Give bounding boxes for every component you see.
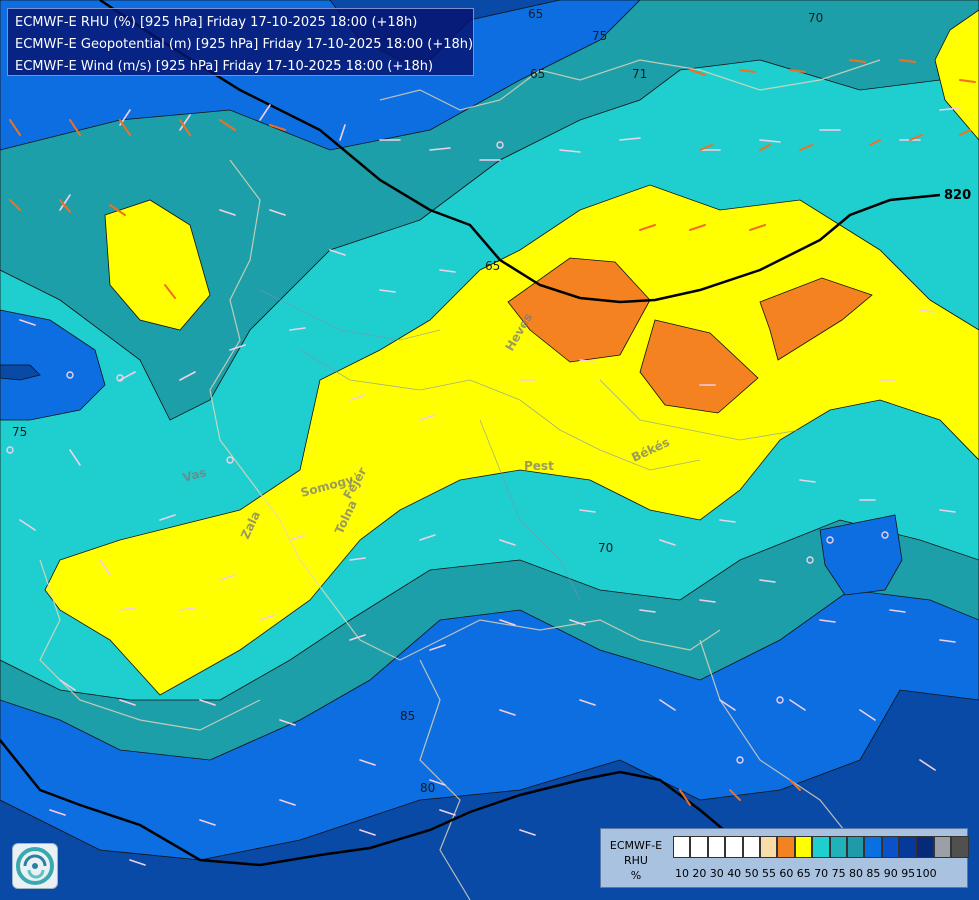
legend-tick-label: 10 [675, 867, 689, 880]
contour-label: 70 [808, 11, 823, 25]
geopotential-title: ECMWF-E Geopotential (m) [925 hPa] Frida… [15, 37, 474, 52]
legend-tick-label: 20 [692, 867, 707, 880]
legend-swatch [951, 836, 969, 858]
legend-tick-label: 85 [866, 867, 881, 880]
contour-label: 75 [12, 425, 27, 439]
rivers [259, 289, 801, 601]
ecmwf-swirl-logo-icon [12, 843, 58, 889]
logo-swirl-icon [16, 847, 54, 885]
field-65-corner [934, 9, 979, 141]
legend-swatch [916, 836, 934, 858]
color-legend: ECMWF-E RHU % 10 20 30 40 50 55 60 65 70 75 80 85 90… [600, 828, 969, 888]
legend-swatch [690, 836, 708, 858]
legend-tick-label: 60 [779, 867, 794, 880]
legend-tick-label: 90 [883, 867, 898, 880]
field-60-a [507, 257, 651, 363]
contour-label: 65 [530, 67, 545, 81]
legend-swatch [881, 836, 900, 858]
legend-tick-label: 95 [901, 867, 916, 880]
field-60-c [759, 277, 873, 361]
legend-swatch [794, 836, 813, 858]
contour-label: 80 [420, 781, 435, 795]
county-label: Pest [524, 459, 554, 473]
legend-tick-label: 50 [744, 867, 759, 880]
legend-swatch [777, 836, 795, 858]
wind-title: ECMWF-E Wind (m/s) [925 hPa] Friday 17-1… [15, 59, 434, 74]
field-65-left [104, 199, 211, 331]
legend-swatch [829, 836, 847, 858]
geopotential-line-820 [99, 0, 941, 304]
legend-swatch [864, 836, 882, 858]
map-info-header: ECMWF-E RHU (%) [925 hPa] Friday 17-10-2… [7, 8, 474, 76]
legend-swatch [899, 836, 917, 858]
legend-tick-label: 70 [814, 867, 829, 880]
legend-tick-label: 65 [796, 867, 811, 880]
contour-label: 71 [632, 67, 647, 81]
geopotential-line-low [0, 739, 731, 867]
wind-barbs-orange [9, 59, 976, 806]
legend-swatches [673, 836, 969, 858]
legend-tick-label: 40 [727, 867, 742, 880]
borders [39, 59, 881, 900]
contour-label: 65 [485, 259, 500, 273]
legend-swatch [707, 836, 726, 858]
legend-title: ECMWF-E RHU % [605, 838, 667, 883]
legend-title-model: ECMWF-E [609, 839, 663, 852]
geopotential-label: 820 [944, 188, 971, 203]
legend-swatch [742, 836, 760, 858]
rhu-title: ECMWF-E RHU (%) [925 hPa] Friday 17-10-2… [15, 15, 418, 30]
legend-title-unit: % [630, 869, 642, 882]
legend-swatch [673, 836, 691, 858]
contour-label: 85 [400, 709, 415, 723]
legend-tick-label: 75 [831, 867, 846, 880]
contour-label: 70 [598, 541, 613, 555]
legend-swatch [812, 836, 830, 858]
field-65 [44, 184, 979, 696]
wind-barbs [19, 104, 961, 866]
legend-tick-label: 100 [915, 867, 937, 880]
legend-swatch [759, 836, 778, 858]
county-label: Vas [181, 465, 208, 485]
contour-label: 65 [528, 7, 543, 21]
contour-label: 75 [592, 29, 607, 43]
legend-swatch [846, 836, 865, 858]
wind-calm [6, 141, 889, 764]
legend-tick-label: 80 [849, 867, 863, 880]
field-85-left [0, 364, 41, 381]
legend-tick-label: 55 [762, 867, 776, 880]
legend-swatch [933, 836, 952, 858]
legend-title-variable: RHU [624, 854, 648, 867]
field-60-b [639, 319, 759, 414]
field-80-left [0, 309, 106, 421]
legend-tick-label: 30 [709, 867, 724, 880]
legend-swatch [725, 836, 743, 858]
